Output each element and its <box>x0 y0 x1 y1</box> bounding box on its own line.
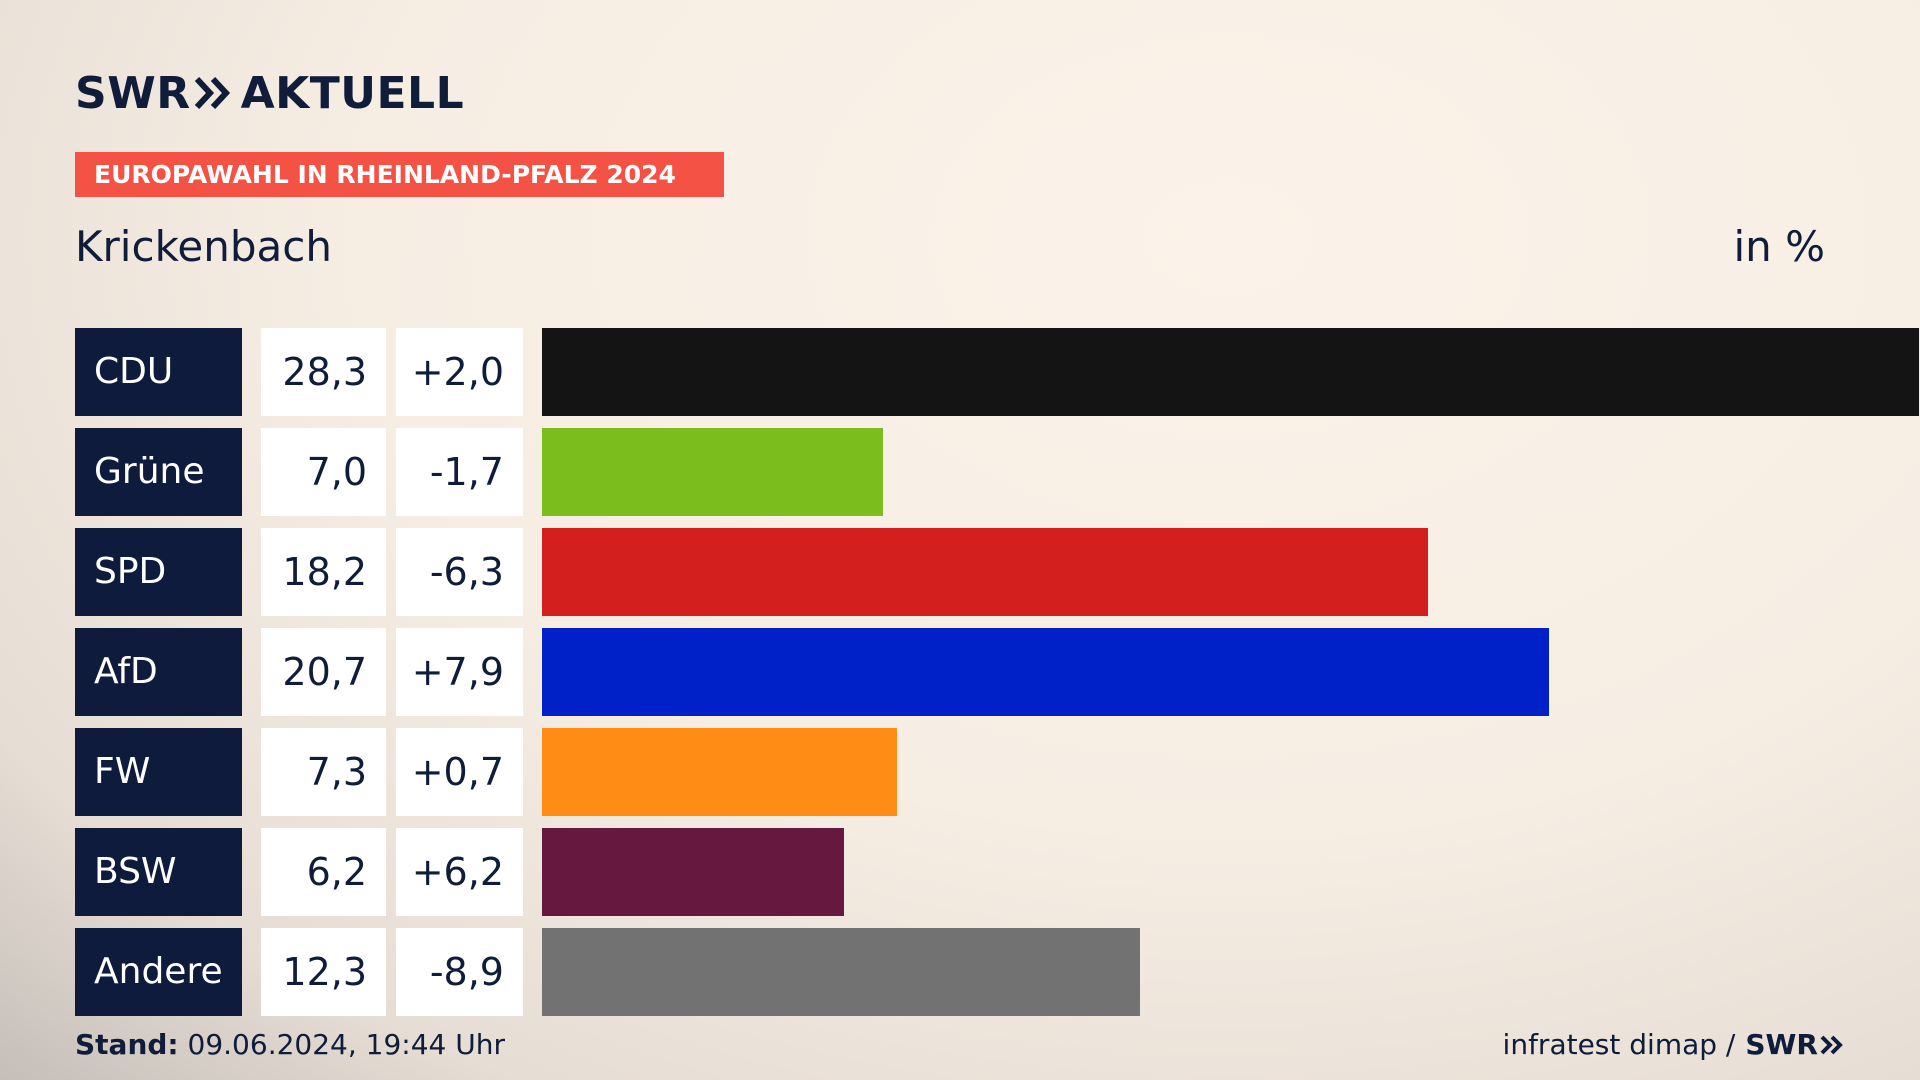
result-row: BSW 6,2 +6,2 <box>75 828 1845 916</box>
vote-share-label: 20,7 <box>261 628 386 716</box>
party-label: AfD <box>75 628 242 716</box>
party-label: BSW <box>75 828 242 916</box>
result-bar <box>542 328 1919 416</box>
result-row: Grüne 7,0 -1,7 <box>75 428 1845 516</box>
result-bar <box>542 428 883 516</box>
swr-aktuell-logo: SWR AKTUELL <box>75 62 464 124</box>
result-bar <box>542 728 897 816</box>
source-credit: infratest dimap / SWR <box>1503 1028 1844 1061</box>
chevron-double-icon <box>194 76 230 110</box>
result-bar <box>542 628 1549 716</box>
result-bar <box>542 928 1140 1016</box>
logo-section: AKTUELL <box>240 67 465 119</box>
change-label: +7,9 <box>396 628 523 716</box>
party-label: Andere <box>75 928 242 1016</box>
place-title: Krickenbach <box>75 222 332 271</box>
chevron-double-icon <box>1820 1035 1843 1054</box>
vote-share-label: 7,3 <box>261 728 386 816</box>
change-label: +2,0 <box>396 328 523 416</box>
timestamp: Stand: 09.06.2024, 19:44 Uhr <box>75 1028 505 1061</box>
election-badge: EUROPAWAHL IN RHEINLAND-PFALZ 2024 <box>75 152 724 197</box>
party-label: Grüne <box>75 428 242 516</box>
party-label: FW <box>75 728 242 816</box>
change-label: +0,7 <box>396 728 523 816</box>
change-label: -8,9 <box>396 928 523 1016</box>
vote-share-label: 18,2 <box>261 528 386 616</box>
stand-value: 09.06.2024, 19:44 Uhr <box>187 1028 505 1061</box>
result-row: CDU 28,3 +2,0 <box>75 328 1919 416</box>
result-bar <box>542 828 844 916</box>
result-row: SPD 18,2 -6,3 <box>75 528 1845 616</box>
vote-share-label: 6,2 <box>261 828 386 916</box>
unit-label: in % <box>1733 222 1825 271</box>
change-label: +6,2 <box>396 828 523 916</box>
vote-share-label: 7,0 <box>261 428 386 516</box>
result-row: AfD 20,7 +7,9 <box>75 628 1845 716</box>
change-label: -1,7 <box>396 428 523 516</box>
swr-brand: SWR <box>1745 1028 1818 1061</box>
result-bar <box>542 528 1428 616</box>
logo-word: SWR <box>75 67 191 119</box>
party-label: SPD <box>75 528 242 616</box>
result-row: Andere 12,3 -8,9 <box>75 928 1845 1016</box>
source-label: infratest dimap / <box>1502 1028 1736 1061</box>
party-label: CDU <box>75 328 242 416</box>
vote-share-label: 28,3 <box>261 328 386 416</box>
stand-label: Stand: <box>75 1028 179 1061</box>
vote-share-label: 12,3 <box>261 928 386 1016</box>
change-label: -6,3 <box>396 528 523 616</box>
result-row: FW 7,3 +0,7 <box>75 728 1845 816</box>
